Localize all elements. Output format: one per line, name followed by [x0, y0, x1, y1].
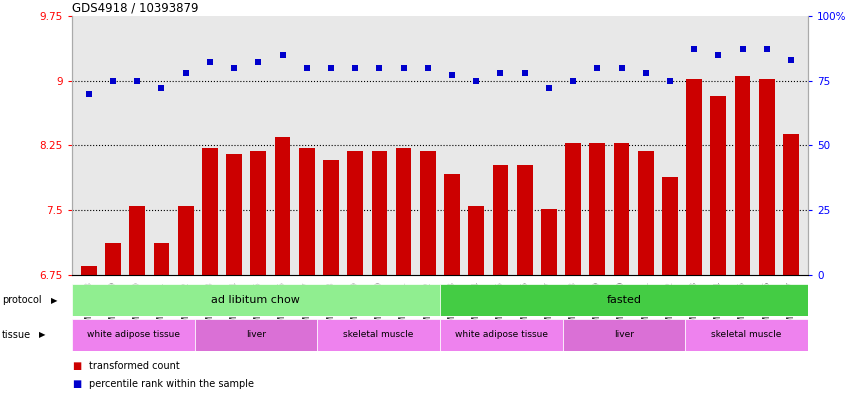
- Point: [711, 51, 725, 58]
- Text: liver: liver: [246, 331, 266, 339]
- Text: skeletal muscle: skeletal muscle: [343, 331, 414, 339]
- Point: [82, 90, 96, 97]
- Bar: [662, 177, 678, 275]
- Bar: [440, 284, 808, 316]
- Bar: [72, 284, 440, 316]
- Bar: [154, 243, 169, 275]
- Bar: [440, 319, 563, 351]
- Text: ■: ■: [72, 379, 81, 389]
- Point: [251, 59, 265, 66]
- Point: [639, 70, 652, 76]
- Point: [349, 64, 362, 71]
- Text: liver: liver: [614, 331, 634, 339]
- Bar: [129, 206, 146, 275]
- Bar: [299, 148, 315, 275]
- Point: [203, 59, 217, 66]
- Bar: [734, 76, 750, 275]
- Point: [615, 64, 629, 71]
- Text: transformed count: transformed count: [89, 361, 179, 371]
- Point: [736, 46, 750, 53]
- Text: protocol: protocol: [2, 295, 41, 305]
- Bar: [348, 151, 363, 275]
- Bar: [250, 151, 266, 275]
- Text: ■: ■: [72, 361, 81, 371]
- Bar: [685, 319, 808, 351]
- Point: [397, 64, 410, 71]
- Bar: [72, 319, 195, 351]
- Point: [542, 85, 556, 92]
- Bar: [226, 154, 242, 275]
- Bar: [202, 148, 217, 275]
- Text: white adipose tissue: white adipose tissue: [455, 331, 547, 339]
- Point: [760, 46, 773, 53]
- Bar: [492, 165, 508, 275]
- Bar: [517, 165, 532, 275]
- Bar: [178, 206, 194, 275]
- Point: [324, 64, 338, 71]
- Point: [228, 64, 241, 71]
- Text: ▶: ▶: [39, 331, 46, 339]
- Bar: [420, 151, 436, 275]
- Bar: [541, 209, 557, 275]
- Bar: [371, 151, 387, 275]
- Point: [300, 64, 314, 71]
- Point: [470, 77, 483, 84]
- Point: [421, 64, 435, 71]
- Bar: [105, 243, 121, 275]
- Text: tissue: tissue: [2, 330, 30, 340]
- Point: [663, 77, 677, 84]
- Text: skeletal muscle: skeletal muscle: [711, 331, 782, 339]
- Bar: [590, 143, 605, 275]
- Point: [445, 72, 459, 79]
- Point: [179, 70, 193, 76]
- Point: [107, 77, 120, 84]
- Text: white adipose tissue: white adipose tissue: [87, 331, 179, 339]
- Bar: [759, 79, 775, 275]
- Bar: [783, 134, 799, 275]
- Text: fasted: fasted: [607, 295, 641, 305]
- Point: [518, 70, 531, 76]
- Point: [591, 64, 604, 71]
- Bar: [444, 174, 460, 275]
- Bar: [613, 143, 629, 275]
- Bar: [195, 319, 317, 351]
- Point: [372, 64, 386, 71]
- Bar: [686, 79, 702, 275]
- Bar: [565, 143, 581, 275]
- Point: [155, 85, 168, 92]
- Bar: [638, 151, 654, 275]
- Bar: [396, 148, 411, 275]
- Bar: [317, 319, 440, 351]
- Bar: [275, 137, 290, 275]
- Bar: [81, 266, 96, 275]
- Point: [494, 70, 508, 76]
- Point: [276, 51, 289, 58]
- Point: [566, 77, 580, 84]
- Bar: [711, 96, 726, 275]
- Bar: [563, 319, 685, 351]
- Text: ad libitum chow: ad libitum chow: [212, 295, 300, 305]
- Bar: [469, 206, 484, 275]
- Bar: [323, 160, 339, 275]
- Text: percentile rank within the sample: percentile rank within the sample: [89, 379, 254, 389]
- Text: GDS4918 / 10393879: GDS4918 / 10393879: [72, 2, 199, 15]
- Point: [784, 57, 798, 63]
- Point: [687, 46, 700, 53]
- Text: ▶: ▶: [51, 296, 58, 305]
- Point: [130, 77, 144, 84]
